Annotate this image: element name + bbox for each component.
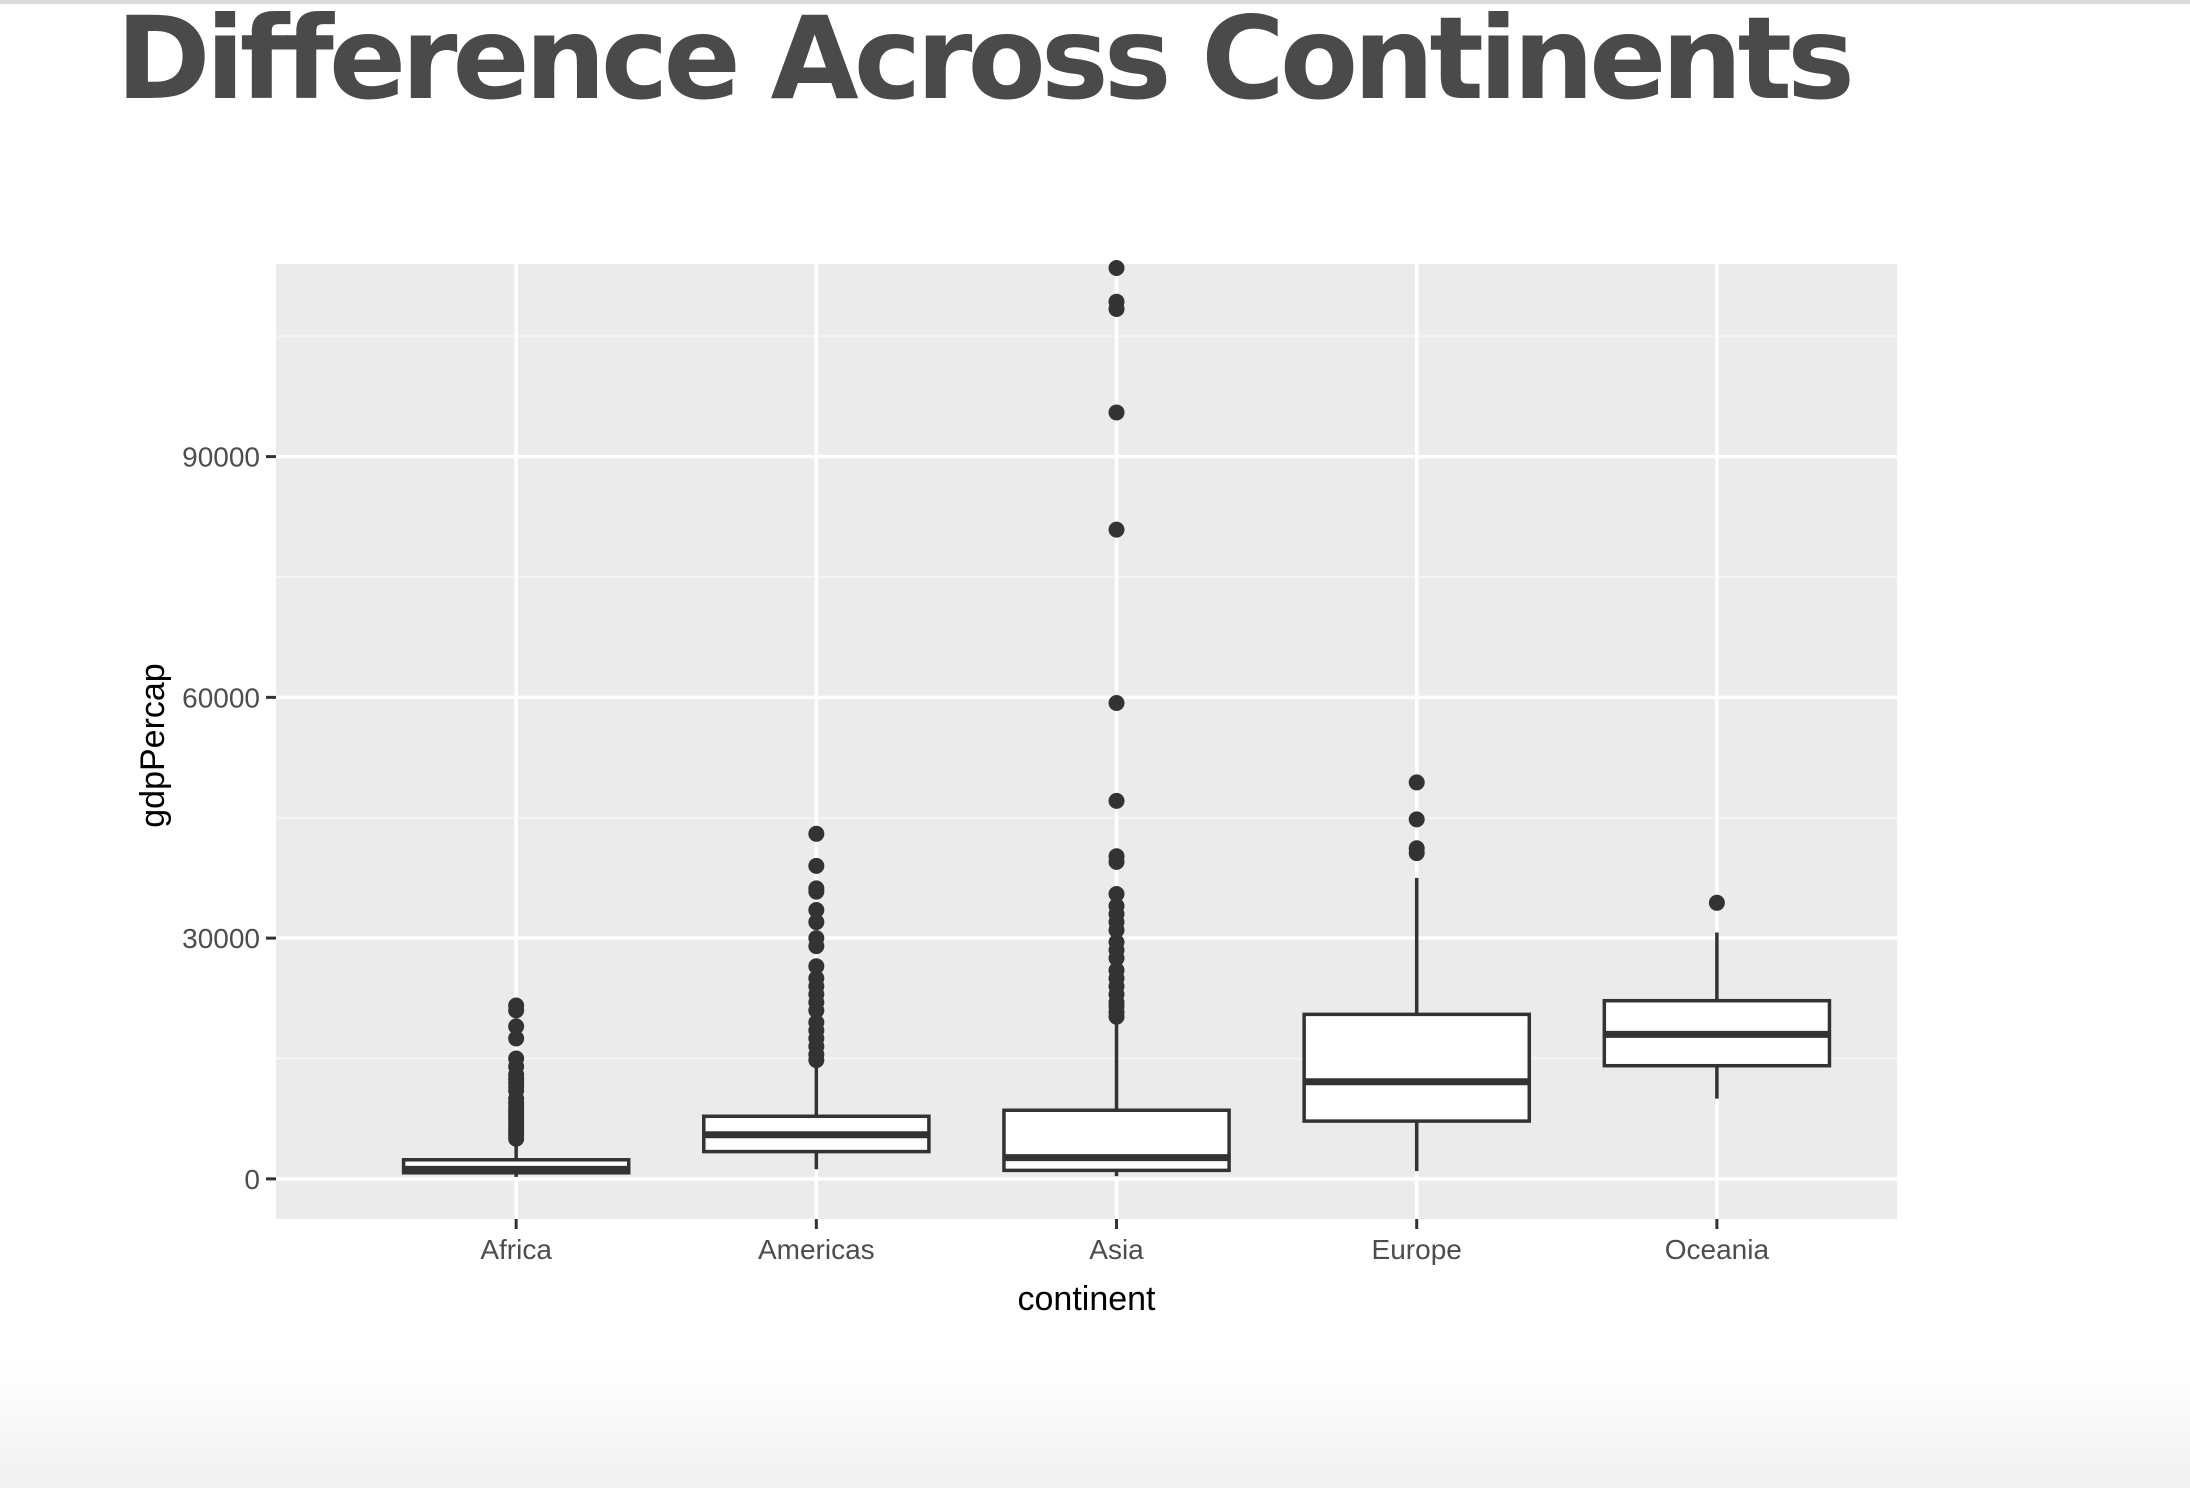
x-tick-label: Europe (1372, 1234, 1462, 1265)
outlier-point (808, 970, 825, 987)
outlier-point (1108, 694, 1125, 711)
x-tick-label: Americas (758, 1234, 875, 1265)
outlier-point (808, 914, 825, 931)
box-body (1302, 1012, 1532, 1123)
box-americas (702, 825, 931, 1170)
outlier-point (1408, 840, 1425, 857)
x-tick-label: Asia (1089, 1234, 1144, 1265)
box-oceania (1602, 894, 1832, 1099)
outlier-point (808, 930, 825, 947)
slide-title: Difference Across Continents (116, 0, 1855, 125)
boxes-layer (401, 260, 1832, 1177)
bottom-shade (0, 1360, 2190, 1488)
outlier-point (1408, 811, 1425, 828)
x-tick-label: Oceania (1665, 1234, 1770, 1265)
y-tick-label: 0 (244, 1164, 260, 1195)
box-africa (401, 997, 631, 1177)
outlier-point (808, 825, 825, 842)
outlier-point (1108, 293, 1125, 310)
outlier-point (1108, 260, 1125, 277)
box-europe (1302, 774, 1532, 1172)
outlier-point (808, 857, 825, 874)
outlier-point (1108, 792, 1125, 809)
y-axis: 0 30000 60000 90000 (182, 442, 276, 1195)
outlier-point (508, 1050, 525, 1067)
outlier-point (1108, 898, 1125, 915)
y-tick-label: 60000 (182, 682, 260, 713)
minor-gridlines (276, 335, 1897, 1060)
outlier-point (1108, 934, 1125, 951)
x-tick-label: Africa (480, 1234, 552, 1265)
outlier-point (1708, 894, 1725, 911)
outlier-point (1108, 848, 1125, 865)
outlier-point (508, 1030, 525, 1047)
outlier-point (808, 880, 825, 897)
y-axis-title: gdpPercap (134, 663, 172, 827)
outlier-point (808, 1014, 825, 1031)
top-rule (0, 0, 2190, 4)
outlier-point (1108, 962, 1125, 979)
outlier-point (808, 958, 825, 975)
outlier-point (1108, 521, 1125, 538)
outlier-point (1408, 774, 1425, 791)
box-asia (1002, 260, 1231, 1177)
box-body (1002, 1108, 1231, 1173)
outlier-point (1108, 404, 1125, 421)
outlier-point (1108, 885, 1125, 902)
x-axis: Africa Americas Asia Europe Oceania (480, 1219, 1769, 1265)
outlier-point (508, 1018, 525, 1035)
x-axis-title: continent (1018, 1280, 1157, 1318)
y-tick-label: 90000 (182, 442, 260, 473)
outlier-point (508, 997, 525, 1014)
y-tick-label: 30000 (182, 923, 260, 954)
outlier-point (808, 902, 825, 919)
